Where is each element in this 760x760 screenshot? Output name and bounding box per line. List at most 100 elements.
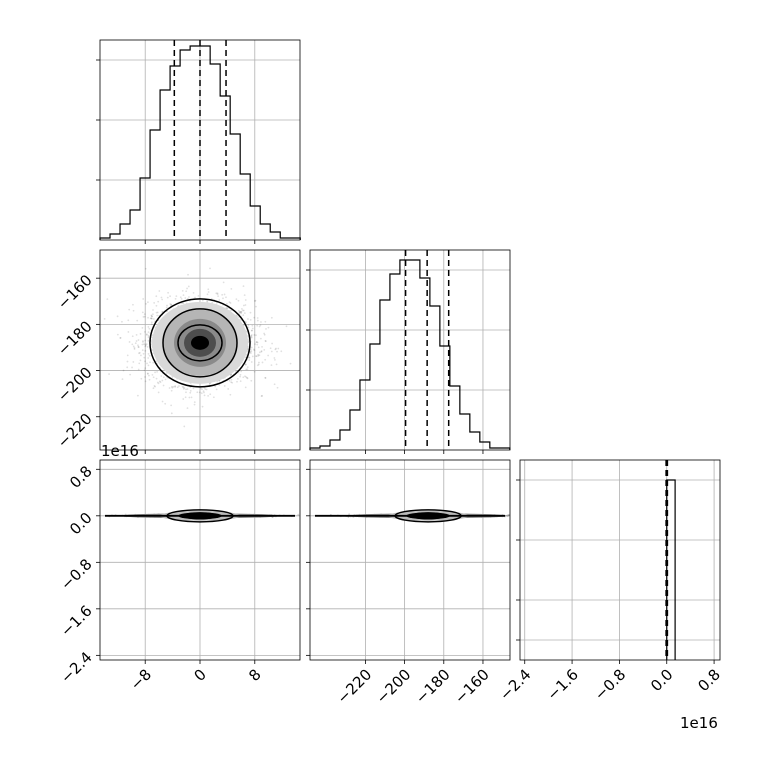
p10-sample-point <box>170 389 173 392</box>
p10-sample-point <box>242 309 245 312</box>
p10-contour-2 <box>177 324 223 362</box>
p10-sample-point <box>245 368 248 371</box>
p10-sample-point <box>218 299 221 301</box>
p10-sample-point <box>138 352 140 355</box>
p10-sample-point <box>267 326 270 329</box>
p10-sample-point <box>239 311 242 314</box>
p10-sample-point <box>149 361 151 364</box>
p10-sample-point <box>179 296 182 299</box>
p10-sample-point <box>180 297 183 300</box>
p10-sample-point <box>145 333 148 336</box>
p10-sample-point <box>209 267 211 270</box>
p10-sample-point <box>250 346 253 349</box>
p10-sample-point <box>273 383 276 386</box>
p10-sample-point <box>242 314 245 317</box>
p10-sample-point <box>157 382 160 385</box>
p22-frame <box>519 459 721 661</box>
p10-sample-point <box>207 394 210 397</box>
p10-sample-point <box>152 361 155 364</box>
p10-sample-point <box>193 401 196 404</box>
p10-sample-point <box>182 294 185 297</box>
p10-sample-point <box>250 335 252 337</box>
p10-sample-point <box>229 393 232 396</box>
p10-sample-point <box>280 350 283 353</box>
p10-sample-point <box>137 346 140 349</box>
p10-sample-point <box>217 295 220 298</box>
p10-sample-point <box>244 304 247 306</box>
p10-sample-point <box>168 387 171 389</box>
p10-sample-point <box>253 334 256 336</box>
p10-sample-point <box>201 405 204 408</box>
p10-sample-point <box>148 378 151 381</box>
p10-sample-point <box>161 298 164 301</box>
p10-sample-point <box>289 362 292 365</box>
p10-sample-point <box>256 343 259 346</box>
p10-sample-point <box>255 355 257 358</box>
p10-sample-point <box>154 385 156 388</box>
p10-sample-point <box>253 348 255 351</box>
p10-sample-point <box>247 324 250 326</box>
p10-sample-point <box>170 404 173 407</box>
p10-contour-1 <box>162 308 238 378</box>
p10-sample-point <box>250 335 253 338</box>
p10-sample-point <box>153 302 156 304</box>
p10-sample-point <box>171 385 173 388</box>
p10-sample-point <box>228 379 231 382</box>
p10-sample-point <box>216 293 219 296</box>
p10-sample-point <box>184 396 187 399</box>
p10-sample-point <box>255 341 258 343</box>
p10-sample-point <box>264 377 267 379</box>
p10-sample-point <box>285 325 288 328</box>
p10-sample-point <box>247 340 250 342</box>
p10-sample-point <box>256 319 259 322</box>
y-offset-text: 1e16 <box>101 442 139 460</box>
p10-sample-point <box>257 353 259 356</box>
p10-sample-point <box>245 376 247 378</box>
p10-sample-point <box>242 376 245 379</box>
p10-sample-point <box>270 350 273 353</box>
p10-sample-point <box>139 359 142 362</box>
p10-sample-point <box>166 296 169 299</box>
p10-density-level-4 <box>191 335 209 350</box>
p10-sample-point <box>257 346 260 349</box>
p10-sample-point <box>156 381 159 384</box>
p10-sample-point <box>126 360 129 363</box>
p10-sample-point <box>221 293 224 296</box>
p10-sample-point <box>126 366 129 369</box>
p10-sample-point <box>134 342 137 345</box>
p10-sample-point <box>264 358 267 361</box>
p10-sample-point <box>258 325 261 328</box>
p10-sample-point <box>136 319 139 322</box>
p10-sample-point <box>248 359 251 361</box>
p10-sample-point <box>150 315 153 318</box>
p10-sample-point <box>250 329 253 332</box>
p10-sample-point <box>116 333 119 336</box>
p10-sample-point <box>261 394 264 397</box>
p10-sample-point <box>144 360 146 363</box>
p10-sample-point <box>151 317 153 320</box>
p10-sample-point <box>156 314 159 317</box>
p10-sample-point <box>264 320 267 323</box>
p10-sample-point <box>275 363 278 366</box>
p10-sample-point <box>229 302 232 304</box>
p10-sample-point <box>199 387 202 390</box>
p10-sample-point <box>244 356 247 359</box>
p10-sample-point <box>150 321 153 324</box>
p10-sample-point <box>185 388 187 391</box>
p10-sample-point <box>136 394 139 397</box>
p10-sample-point <box>151 315 154 318</box>
p10-sample-point <box>152 309 154 311</box>
p10-sample-point <box>240 312 242 315</box>
p10-sample-point <box>249 352 252 354</box>
p10-sample-point <box>132 303 134 306</box>
p10-sample-point <box>212 396 215 399</box>
p10-sample-point <box>147 372 149 375</box>
p10-sample-point <box>244 320 247 323</box>
p10-sample-point <box>256 317 259 319</box>
p10-sample-point <box>222 281 225 284</box>
p10-sample-point <box>244 363 247 366</box>
p10-sample-point <box>161 310 164 313</box>
p10-sample-point <box>186 388 189 390</box>
p10-sample-point <box>175 295 178 298</box>
p10-sample-point <box>143 315 146 318</box>
